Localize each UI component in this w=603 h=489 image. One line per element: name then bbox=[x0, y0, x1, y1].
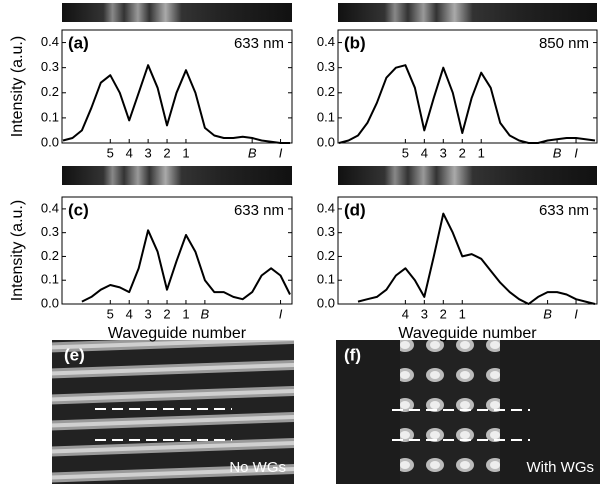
y-tick-label: 0.0 bbox=[41, 295, 59, 310]
panel-label: (d) bbox=[344, 200, 366, 219]
plot-frame bbox=[61, 29, 293, 144]
y-tick-label: 0.4 bbox=[317, 34, 335, 49]
image-label: (f) bbox=[344, 345, 361, 364]
panel: 0.0 0.1 0.2 0.3 0.4 5 4 3 2 1 B I (a) 633 nm Intensity… bbox=[9, 3, 293, 160]
x-tick-label: I bbox=[574, 145, 578, 160]
y-tick-label: 0.4 bbox=[41, 200, 59, 215]
intensity-strip bbox=[338, 166, 597, 185]
y-tick-label: 0.0 bbox=[41, 134, 59, 149]
y-tick-label: 0.2 bbox=[41, 248, 59, 263]
x-tick-label: 1 bbox=[478, 145, 485, 160]
x-tick-label: 2 bbox=[440, 306, 447, 321]
panel: 0.0 0.1 0.2 0.3 0.4 5 4 3 2 1 B I (b) 850 nm bbox=[317, 3, 598, 160]
x-tick-label: 3 bbox=[421, 306, 428, 321]
y-tick-label: 0.4 bbox=[317, 200, 335, 215]
image-f: (f) With WGs bbox=[336, 340, 600, 484]
panel-label: (c) bbox=[68, 200, 89, 219]
x-tick-label: 4 bbox=[402, 306, 409, 321]
wavelength: 850 nm bbox=[539, 35, 589, 52]
x-axis-label: Waveguide number bbox=[108, 325, 247, 342]
intensity-curve bbox=[81, 229, 291, 303]
y-tick-label: 0.3 bbox=[41, 224, 59, 239]
y-tick-label: 0.1 bbox=[41, 109, 59, 124]
intensity-curve bbox=[357, 212, 596, 305]
x-tick-label: 1 bbox=[182, 306, 189, 321]
x-tick-label: 5 bbox=[107, 306, 114, 321]
y-tick-label: 0.1 bbox=[41, 272, 59, 287]
panel-label: (a) bbox=[68, 33, 89, 52]
y-tick-label: 0.0 bbox=[317, 134, 335, 149]
intensity-curve bbox=[338, 64, 596, 144]
x-tick-label: 1 bbox=[182, 145, 189, 160]
panel: 0.0 0.1 0.2 0.3 0.4 4 3 2 1 B I (d) 633 nm Waveguide … bbox=[317, 166, 598, 342]
intensity-strip bbox=[62, 3, 292, 22]
y-tick-label: 0.3 bbox=[317, 224, 335, 239]
x-tick-label: 5 bbox=[402, 145, 409, 160]
intensity-strip bbox=[338, 3, 597, 22]
y-axis-label: Intensity (a.u.) bbox=[9, 200, 26, 301]
y-tick-label: 0.4 bbox=[41, 34, 59, 49]
x-tick-label: 4 bbox=[421, 145, 428, 160]
plot-frame bbox=[337, 196, 598, 305]
x-tick-label: 2 bbox=[459, 145, 466, 160]
x-tick-label: B bbox=[248, 145, 257, 160]
y-tick-label: 0.0 bbox=[317, 295, 335, 310]
y-tick-label: 0.2 bbox=[317, 84, 335, 99]
image-f-spots bbox=[400, 340, 500, 484]
x-axis-label: Waveguide number bbox=[398, 325, 537, 342]
panel-label: (b) bbox=[344, 33, 366, 52]
x-tick-label: 5 bbox=[107, 145, 114, 160]
x-tick-label: 3 bbox=[145, 306, 152, 321]
x-tick-label: I bbox=[574, 306, 578, 321]
y-tick-label: 0.1 bbox=[317, 272, 335, 287]
wavelength: 633 nm bbox=[234, 202, 284, 219]
wavelength: 633 nm bbox=[234, 35, 284, 52]
image-label: (e) bbox=[64, 345, 85, 364]
panel: 0.0 0.1 0.2 0.3 0.4 5 4 3 2 1 B I (c) 633 nm Intensity… bbox=[9, 166, 293, 342]
wavelength: 633 nm bbox=[539, 202, 589, 219]
y-tick-label: 0.3 bbox=[317, 59, 335, 74]
x-tick-label: 3 bbox=[145, 145, 152, 160]
image-caption: No WGs bbox=[229, 459, 286, 476]
image-e-field bbox=[52, 340, 294, 484]
intensity-strip bbox=[62, 166, 292, 185]
x-tick-label: 1 bbox=[459, 306, 466, 321]
x-tick-label: 4 bbox=[126, 145, 133, 160]
y-tick-label: 0.1 bbox=[317, 109, 335, 124]
image-e: (e) No WGs bbox=[52, 340, 294, 484]
x-tick-label: I bbox=[279, 145, 283, 160]
x-tick-label: B bbox=[201, 306, 210, 321]
x-tick-label: 2 bbox=[163, 145, 170, 160]
x-tick-label: 4 bbox=[126, 306, 133, 321]
y-axis-label: Intensity (a.u.) bbox=[9, 36, 26, 137]
x-tick-label: 3 bbox=[440, 145, 447, 160]
x-tick-label: B bbox=[543, 306, 552, 321]
y-tick-label: 0.2 bbox=[41, 84, 59, 99]
plot-frame bbox=[337, 29, 598, 144]
intensity-curve bbox=[62, 64, 290, 144]
y-tick-label: 0.3 bbox=[41, 59, 59, 74]
x-tick-label: 2 bbox=[163, 306, 170, 321]
image-caption: With WGs bbox=[527, 459, 595, 476]
y-tick-label: 0.2 bbox=[317, 248, 335, 263]
plot-frame bbox=[61, 196, 293, 305]
x-tick-label: I bbox=[279, 306, 283, 321]
x-tick-label: B bbox=[553, 145, 562, 160]
